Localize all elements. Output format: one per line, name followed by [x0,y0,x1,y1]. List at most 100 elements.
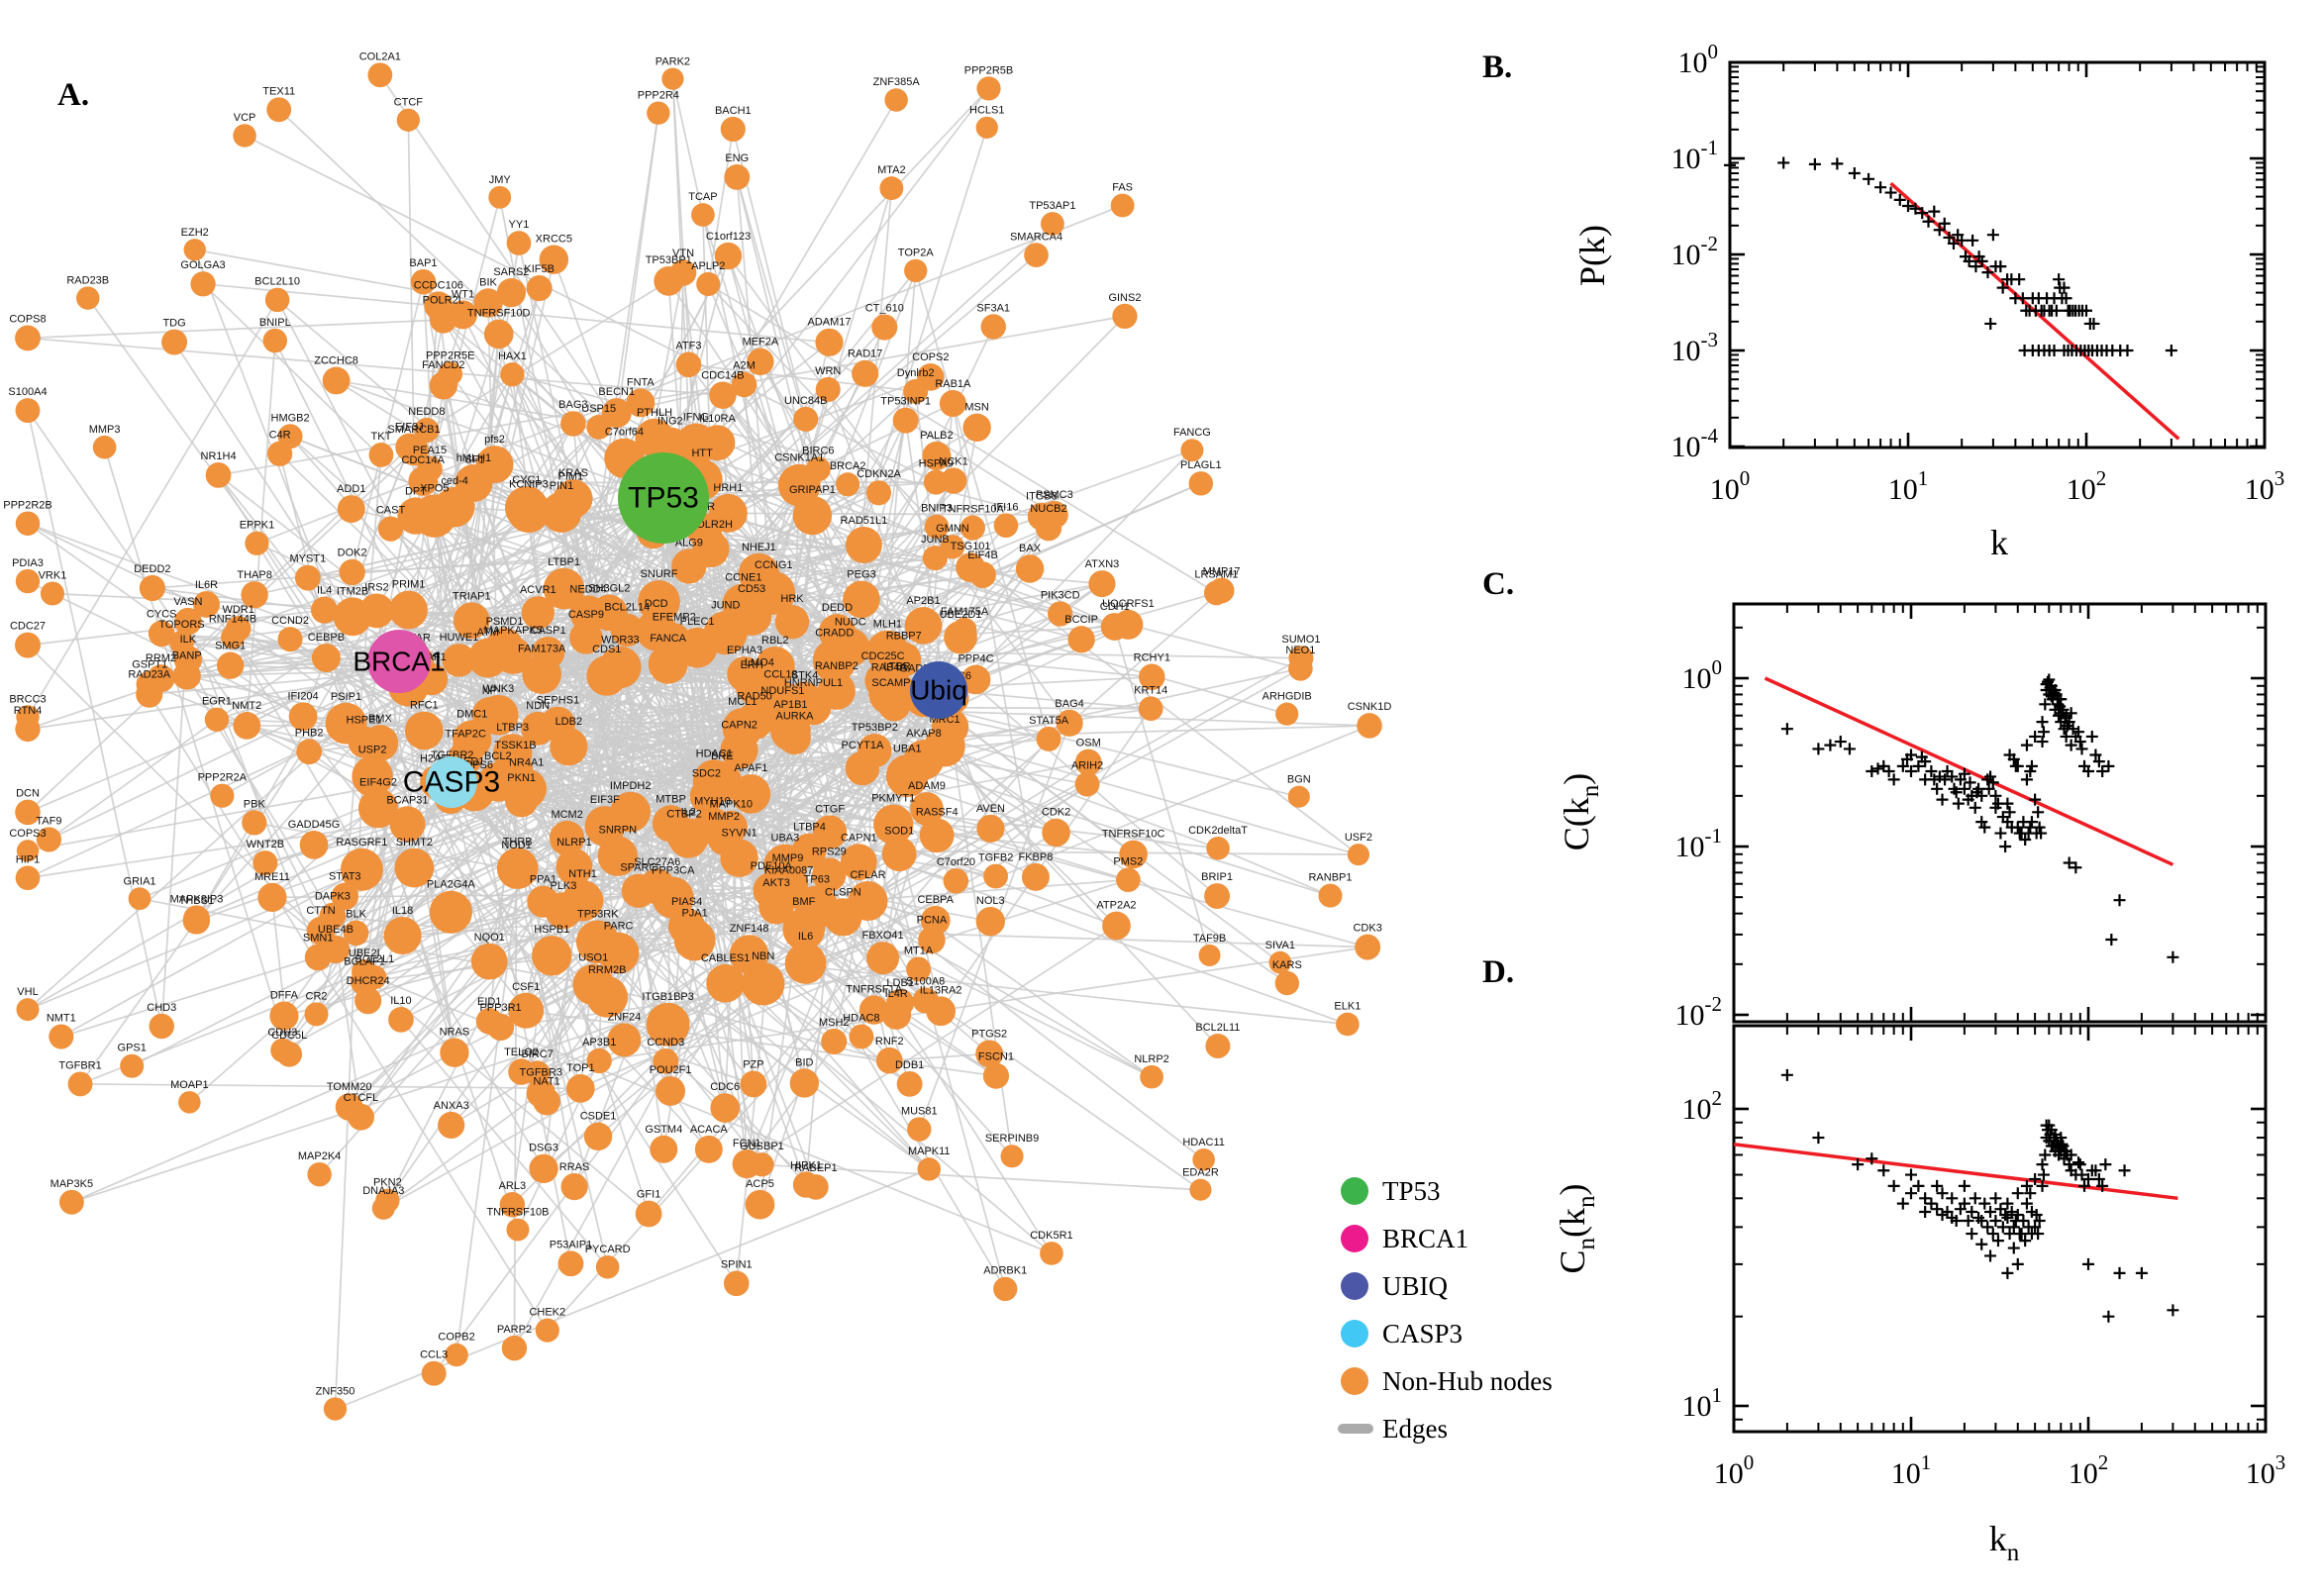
data-point [2072,1156,2085,1169]
data-point [2135,1266,2148,1279]
network-node-label: MAP2K4 [298,1150,341,1162]
network-node [586,655,628,696]
network-node-label: ALG9 [675,537,703,549]
network-node [507,490,551,534]
network-node [696,271,721,297]
network-node [306,916,336,946]
data-point [2032,1228,2045,1241]
data-point [2005,1206,2018,1219]
network-node [626,388,656,418]
network-node [307,1161,332,1187]
network-node-label: UBA3 [771,833,800,845]
network-node [1138,696,1163,722]
network-node [583,1122,613,1151]
network-node-label: NEO1 [1285,645,1315,656]
legend-item-ubiq: UBIQ [1341,1271,1448,1301]
network-node [535,1318,559,1343]
plot-tick-labels-C: 100 10-1 10-2 [1675,655,1723,1032]
network-node-label: DNAJA3 [362,1185,404,1197]
network-node [1074,771,1100,797]
network-node [906,956,932,982]
network-node [262,328,288,353]
network-node-label: GRIPAP1 [789,484,836,496]
network-node-label: CCND2 [271,615,309,627]
network-node [1116,867,1141,893]
network-edge [513,869,518,1348]
data-point [2078,1179,2091,1192]
network-node-label: CCND3 [647,1037,684,1048]
data-point [1922,215,1935,228]
data-point [1824,739,1837,751]
data-point [1999,841,2012,852]
network-node [813,815,848,849]
data-point [1958,1197,1970,1210]
network-node [849,1024,874,1049]
network-edge [79,900,544,1085]
network-node-label: BAG3 [558,399,587,411]
legend-swatch-icon [1341,1225,1368,1252]
network-node-label: PKN2 [373,1177,402,1189]
data-point [2036,1158,2049,1171]
network-node [569,621,603,654]
data-point [2063,856,2075,869]
network-node [723,1270,750,1297]
network-node-label: EIF3F [590,794,620,806]
network-node-label: IFI16 [993,501,1018,513]
network-node [881,837,917,872]
data-point [1780,723,1793,736]
network-edge [860,420,907,600]
network-node-label: PEA15 [413,445,447,456]
data-point [2001,1266,2014,1279]
network-node-label: RRM2 [146,652,176,664]
network-node-label: DOK2 [338,548,367,559]
network-node-label: hMLH1 [456,452,491,464]
network-node [1288,655,1313,681]
network-node-label: A2M [733,360,756,372]
network-node [656,1075,686,1106]
network-node-label: NCK1 [939,455,967,467]
data-point [1969,1192,1981,1205]
network-node-label: SMG1 [215,641,246,652]
network-node-label: SHMT2 [396,837,433,848]
network-node-label: LMO4 [745,656,774,668]
network-node-label: EIF4B [967,549,998,561]
network-node [404,711,444,750]
network-node [952,617,977,643]
y-tick-label: 10-1 [1675,824,1723,863]
network-node-label: RPS29 [812,846,847,857]
network-node [976,76,1001,101]
network-node [1204,883,1231,909]
network-node-label: PPP3CA [652,865,695,877]
network-node-label: HIP1 [16,853,40,865]
data-point [1928,773,1941,786]
plot-frame-D [1732,1024,2268,1434]
network-node-label: LTBP3 [496,722,529,734]
network-node [879,176,904,201]
network-node-label: BCL2L1 [354,953,394,965]
network-node-label: VRK1 [39,569,67,581]
x-tick-label: 103 [2245,466,2285,506]
network-node-label: BID [795,1056,813,1068]
network-node [597,932,640,974]
network-node-label: ARIH2 [1071,760,1103,772]
network-node [920,905,951,936]
network-edge [27,410,163,1027]
network-node-label: PPP4C [958,653,993,665]
network-node-label: AKT3 [762,877,790,889]
data-point [2092,1172,2105,1185]
network-node [1042,818,1070,848]
network-node-label: CDC14B [701,369,744,381]
network-node-label: TSG101 [951,541,991,552]
network-node-label: TELO2 [504,1047,539,1058]
data-point [1972,782,1985,795]
network-node-label: LDB2 [556,716,583,728]
data-point [2013,273,2026,286]
network-edge [193,249,453,913]
network-node [818,614,857,651]
network-edge [181,642,940,691]
data-point [1909,202,1922,215]
data-point [1808,157,1821,170]
network-node-label: MYST1 [290,553,327,565]
network-node [1188,471,1214,496]
network-node [1140,1064,1163,1089]
